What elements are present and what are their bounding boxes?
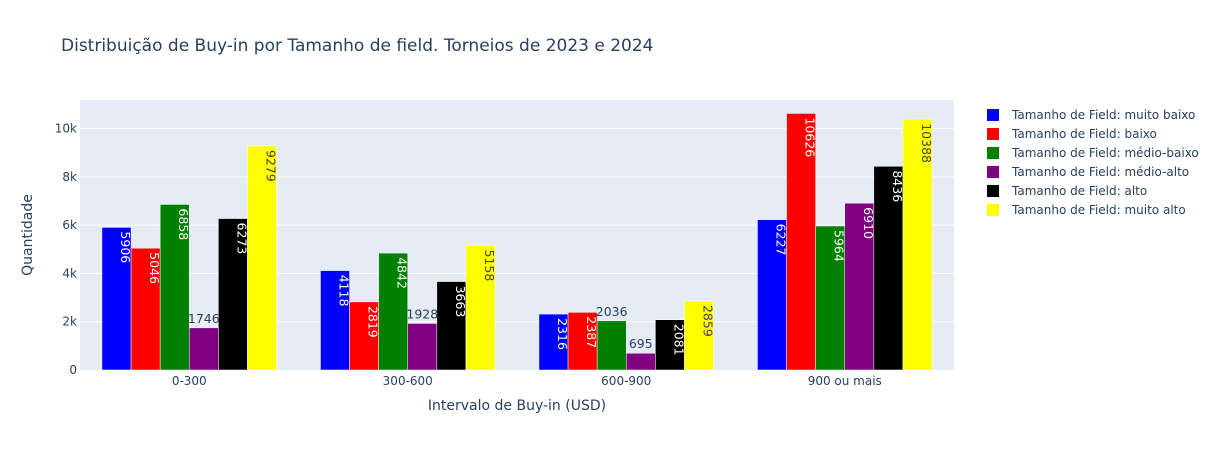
bar-value-label: 6227 — [774, 224, 789, 256]
y-tick-label: 6k — [62, 218, 77, 232]
bar — [101, 227, 132, 371]
y-tick-label: 4k — [62, 266, 77, 280]
bar-value-label: 10626 — [803, 117, 818, 157]
bar-value-label: 6910 — [861, 207, 876, 239]
legend: Tamanho de Field: muito baixo Tamanho de … — [987, 108, 1199, 217]
bar-value-label: 5964 — [832, 230, 847, 262]
bar-value-label: 8436 — [890, 170, 905, 202]
legend-item-label: Tamanho de Field: médio-alto — [1011, 165, 1189, 179]
bar — [873, 166, 904, 371]
legend-swatch — [987, 204, 999, 216]
bar-value-label: 1928 — [406, 306, 438, 321]
bar-labels: 5906 5046 6858 1746 6273 9279 4118 2819 4842 1928… — [118, 117, 934, 355]
bar-value-label: 695 — [629, 336, 653, 351]
bar-value-label: 6858 — [176, 208, 191, 240]
bar-value-label: 2819 — [366, 306, 381, 338]
bar — [378, 252, 408, 371]
x-tick-label: 0-300 — [172, 374, 207, 388]
legend-item-label: Tamanho de Field: médio-baixo — [1011, 146, 1199, 160]
bar — [436, 281, 467, 371]
bar — [349, 301, 379, 371]
bar-value-label: 4842 — [395, 257, 410, 289]
bar — [465, 245, 496, 371]
bar-value-label: 5906 — [118, 231, 133, 263]
bar-value-label: 6273 — [234, 223, 249, 255]
bar — [684, 300, 714, 371]
bar-value-label: 2081 — [671, 324, 686, 356]
y-tick-label: 8k — [62, 170, 77, 184]
bar — [902, 118, 933, 371]
y-axis-title: Quantidade — [20, 194, 36, 276]
x-tick-label: 300-600 — [383, 374, 433, 388]
legend-item-label: Tamanho de Field: baixo — [1011, 127, 1157, 141]
bar — [596, 320, 627, 371]
bar — [538, 313, 569, 371]
legend-swatch — [987, 166, 999, 178]
chart-title: Distribuição de Buy-in por Tamanho de fi… — [61, 36, 654, 56]
bar — [159, 204, 190, 371]
bar — [815, 225, 846, 371]
bar-value-label: 5158 — [482, 249, 497, 281]
legend-item-label: Tamanho de Field: alto — [1011, 184, 1147, 198]
bar-value-label: 5046 — [147, 252, 162, 284]
legend-item-label: Tamanho de Field: muito alto — [1011, 203, 1186, 217]
y-tick-label: 0 — [69, 363, 77, 377]
bar — [130, 247, 161, 371]
bar — [567, 312, 598, 371]
legend-swatch — [987, 147, 999, 159]
bar-value-label: 2316 — [555, 318, 570, 350]
bar-value-label: 10388 — [919, 123, 934, 163]
bar-value-label: 2387 — [584, 316, 599, 348]
bar — [844, 202, 875, 371]
legend-swatch — [987, 185, 999, 197]
bar-value-label: 2859 — [701, 305, 716, 337]
y-tick-label: 2k — [62, 315, 77, 329]
y-axis-ticks: 0 2k 4k 6k 8k 10k — [55, 122, 77, 377]
bar — [407, 323, 438, 371]
legend-item-label: Tamanho de Field: muito baixo — [1011, 108, 1195, 122]
bar — [626, 352, 656, 371]
bar — [786, 113, 816, 371]
x-axis-ticks: 0-300 300-600 600-900 900 ou mais — [172, 374, 882, 388]
x-axis-title: Intervalo de Buy-in (USD) — [428, 398, 606, 414]
bar — [320, 270, 350, 371]
bars — [101, 113, 933, 371]
bar-value-label: 1746 — [188, 311, 220, 326]
legend-swatch — [987, 109, 999, 121]
y-tick-label: 10k — [55, 122, 77, 136]
x-tick-label: 900 ou mais — [808, 374, 882, 388]
bar — [655, 319, 685, 371]
bar-value-label: 3663 — [453, 286, 468, 318]
bar-value-label: 9279 — [264, 150, 279, 182]
x-tick-label: 600-900 — [601, 374, 651, 388]
legend-swatch — [987, 128, 999, 140]
bar — [757, 219, 787, 371]
bar — [189, 327, 219, 371]
bar — [247, 145, 277, 371]
bar-value-label: 2036 — [596, 304, 628, 319]
bar-value-label: 4118 — [337, 275, 352, 307]
